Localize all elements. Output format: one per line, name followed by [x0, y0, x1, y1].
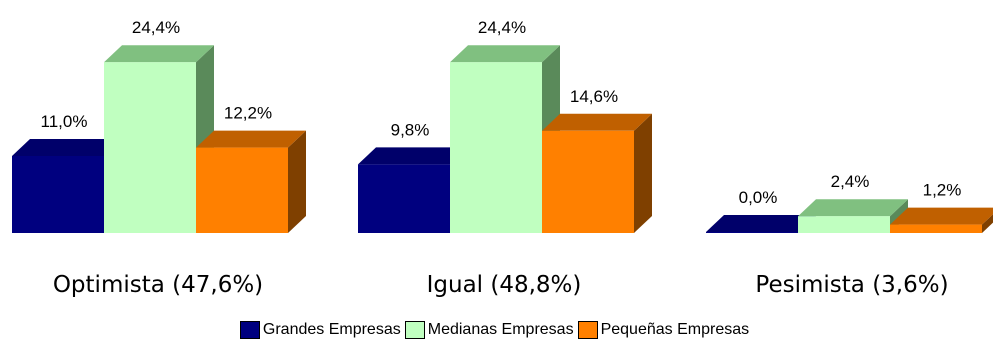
- data-label-2-0: 0,0%: [739, 188, 778, 207]
- legend-item: Pequeñas Empresas: [577, 321, 750, 339]
- data-label-0-2: 12,2%: [224, 104, 272, 123]
- bar-top-0-2: [196, 130, 306, 148]
- data-label-0-0: 11,0%: [41, 112, 88, 131]
- legend-item: Medianas Empresas: [404, 321, 574, 339]
- category-label-1: Igual (48,8%): [427, 272, 582, 298]
- data-label-2-1: 2,4%: [831, 172, 870, 191]
- bar-top-2-1: [798, 199, 908, 217]
- bar-0-0: [12, 156, 104, 233]
- bar-top-2-2: [890, 207, 993, 225]
- bar-side-2-2: [982, 214, 993, 233]
- bar-0-2: [196, 147, 288, 233]
- bar-top-2-0: [706, 215, 816, 232]
- legend-swatch: [239, 321, 260, 339]
- bar-1-1: [450, 62, 542, 234]
- bar-2-2: [890, 224, 982, 233]
- data-label-1-2: 14,6%: [570, 87, 618, 106]
- bar-side-1-2: [634, 113, 652, 233]
- bar-top-0-0: [12, 139, 122, 156]
- bar-top-1-2: [542, 113, 652, 131]
- category-label-2: Pesimista (3,6%): [755, 272, 948, 298]
- bar-1-2: [542, 130, 634, 233]
- legend-label: Pequeñas Empresas: [600, 321, 750, 338]
- legend: Grandes Empresas Medianas Empresas Pequeña…: [0, 318, 993, 342]
- legend-label: Grandes Empresas: [262, 321, 401, 338]
- category-label-0: Optimista (47,6%): [53, 272, 263, 298]
- bar-2-1: [798, 216, 890, 233]
- data-label-1-1: 24,4%: [478, 18, 526, 37]
- legend-swatch: [577, 321, 598, 339]
- bar-0-1: [104, 62, 196, 234]
- bar-2-0: [706, 232, 798, 233]
- bar-side-0-2: [288, 130, 306, 233]
- legend-item: Grandes Empresas: [239, 321, 401, 339]
- legend-label: Medianas Empresas: [427, 321, 574, 338]
- data-label-2-2: 1,2%: [923, 181, 962, 200]
- legend-swatch: [404, 321, 425, 339]
- bar-top-1-1: [450, 45, 560, 63]
- bar-top-0-1: [104, 45, 214, 63]
- bar-top-1-0: [358, 147, 468, 165]
- data-label-0-1: 24,4%: [132, 18, 180, 37]
- data-label-1-0: 9,8%: [391, 120, 430, 139]
- bar-1-0: [358, 164, 450, 233]
